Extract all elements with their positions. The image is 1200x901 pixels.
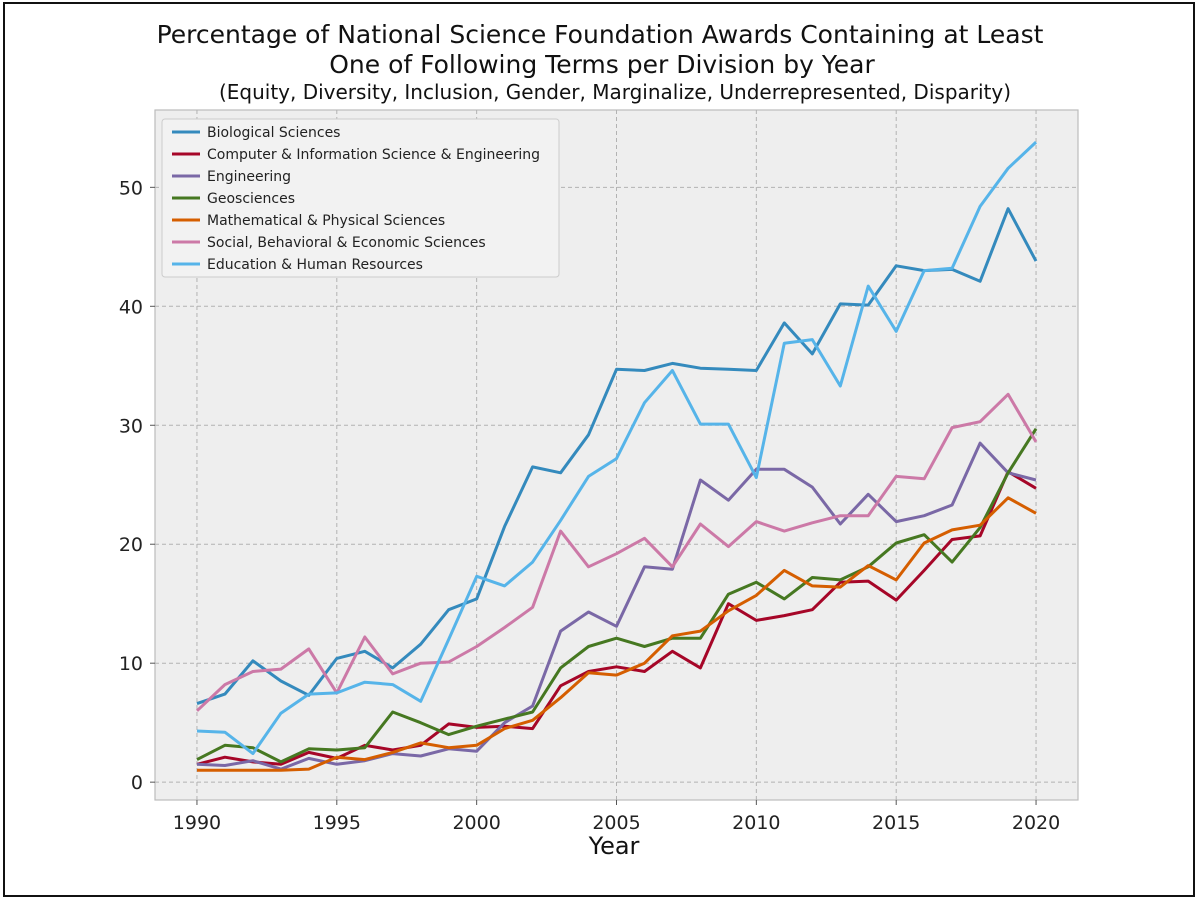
y-tick-label: 40	[119, 296, 143, 318]
legend-entry-2: Computer & Information Science & Enginee…	[207, 147, 540, 163]
series-line-4	[196, 427, 1038, 764]
x-tick-label: 2020	[1012, 812, 1060, 834]
x-tick-label: 2015	[872, 812, 920, 834]
series-line-3	[196, 441, 1037, 771]
y-tick-label: 50	[119, 177, 143, 199]
legend-entry-1: Biological Sciences	[207, 125, 340, 141]
chart-title-line2: One of Following Terms per Division by Y…	[329, 50, 875, 79]
series-line-7	[196, 141, 1038, 756]
y-tick-label: 0	[131, 772, 143, 794]
x-tick-label: 2010	[732, 812, 780, 834]
legend-entry-6: Social, Behavioral & Economic Sciences	[207, 235, 486, 251]
legend-entry-7: Education & Human Resources	[207, 257, 423, 273]
legend-box	[161, 118, 560, 278]
x-tick-label: 2005	[592, 812, 640, 834]
x-axis-label: Year	[588, 832, 640, 860]
y-tick-label: 30	[119, 415, 143, 437]
series-line-1	[196, 207, 1038, 706]
legend-entry-5: Mathematical & Physical Sciences	[207, 213, 445, 229]
y-tick-label: 10	[119, 653, 143, 675]
y-tick-label: 20	[119, 534, 143, 556]
series-line-5	[197, 496, 1037, 772]
x-tick-label: 1995	[313, 812, 361, 834]
x-tick-label: 2000	[452, 812, 500, 834]
series-layer	[195, 141, 1038, 772]
legend-entry-3: Engineering	[207, 169, 291, 185]
chart-subtitle: (Equity, Diversity, Inclusion, Gender, M…	[219, 80, 1011, 104]
legend-entry-4: Geosciences	[207, 191, 295, 207]
legend: Biological Sciences Computer & Informatio…	[161, 118, 560, 278]
chart-title: Percentage of National Science Foundatio…	[157, 20, 1044, 49]
axes: 1990 1995 2000 2005 2010 2015 2020 0 10 20 30 40 50	[119, 177, 1060, 834]
x-tick-label: 1990	[173, 812, 221, 834]
